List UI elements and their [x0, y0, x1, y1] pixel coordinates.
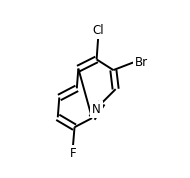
- Text: N: N: [92, 103, 101, 116]
- Text: F: F: [70, 147, 76, 160]
- Text: Br: Br: [135, 56, 148, 69]
- Text: Cl: Cl: [92, 24, 104, 37]
